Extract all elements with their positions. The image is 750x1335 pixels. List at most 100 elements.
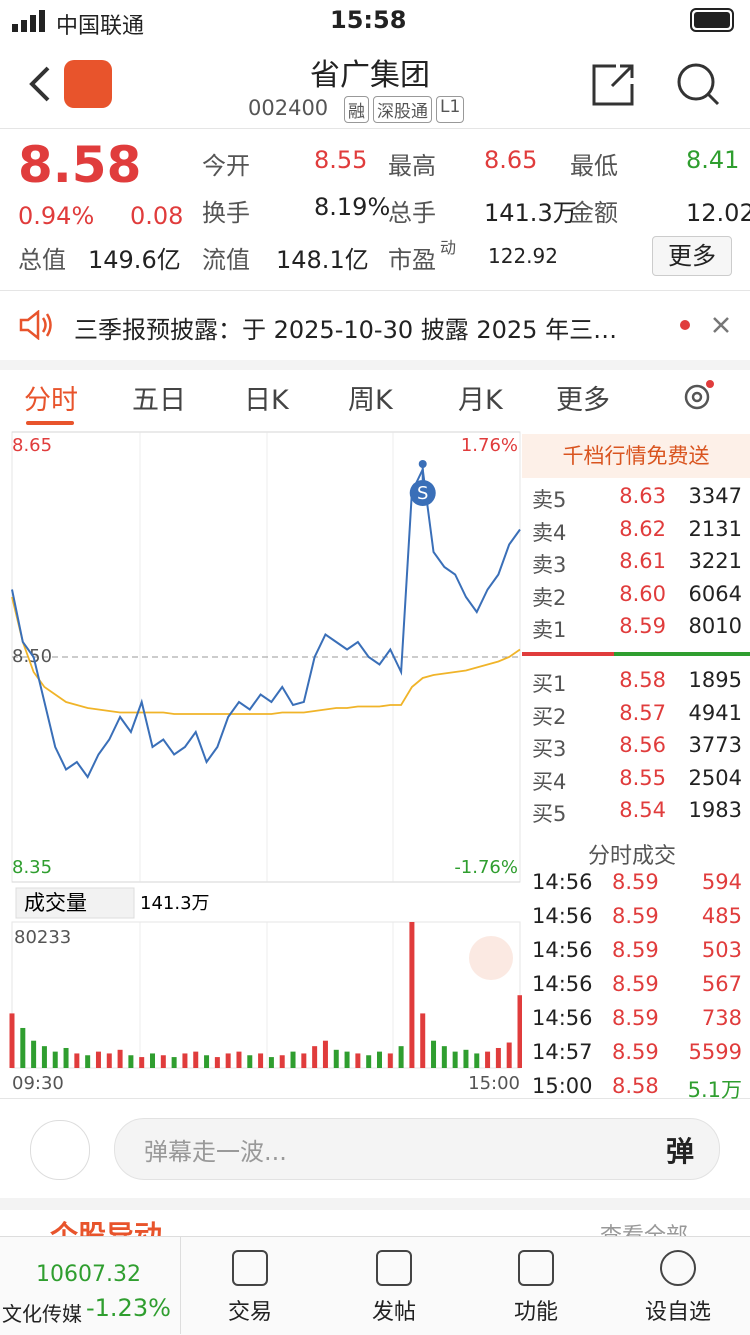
volume-bar: [128, 1055, 134, 1068]
volume-bar: [485, 1051, 491, 1068]
marker-dot: [418, 460, 427, 468]
field-value: 122.92: [488, 244, 558, 268]
volume-bar: [258, 1053, 264, 1068]
volume-bar: [463, 1049, 469, 1068]
trade-price: 8.59: [612, 938, 659, 962]
volume-bar: [452, 1051, 458, 1068]
field-value: 149.6亿: [88, 246, 181, 274]
divider: [180, 1236, 181, 1334]
volume-bar: [31, 1040, 37, 1068]
nav-label[interactable]: 发帖: [371, 1300, 416, 1325]
field-value: 8.65: [484, 146, 538, 174]
field-value: 148.1亿: [276, 246, 369, 274]
volume-bar: [193, 1051, 199, 1068]
change-pct: 0.94%: [18, 202, 95, 230]
field-value: 8.55: [314, 146, 368, 174]
trade-volume: 485: [701, 904, 742, 928]
notice-dot: [680, 320, 690, 330]
comment-input[interactable]: [114, 1118, 720, 1180]
notice-text[interactable]: 三季报预披露：于 2025-10-30 披露 2025 年三…: [74, 316, 618, 344]
nav-label[interactable]: 设自选: [644, 1300, 711, 1325]
marker-label: S: [417, 483, 428, 504]
book-volume: 1895: [688, 668, 742, 692]
trade-volume: 5.1万: [687, 1078, 742, 1102]
volume-max: 80233: [14, 927, 71, 948]
section-link[interactable]: 查看全部: [600, 1218, 688, 1236]
divider: [0, 290, 750, 291]
trade-time: 14:56: [532, 1006, 593, 1030]
nav-label[interactable]: 功能: [513, 1300, 558, 1325]
nav-icon[interactable]: [518, 1250, 554, 1286]
volume-bar: [333, 1049, 339, 1068]
volume-bar: [312, 1046, 318, 1068]
pct-label: 1.76%: [461, 435, 518, 456]
trade-time: 14:56: [532, 870, 593, 894]
header-actions[interactable]: [590, 62, 730, 108]
book-label: 卖2: [532, 585, 567, 610]
tab[interactable]: 更多: [556, 385, 610, 416]
tab[interactable]: 月K: [458, 385, 503, 416]
tag: 深股通: [373, 96, 432, 123]
nav-icon[interactable]: [376, 1250, 412, 1286]
order-banner[interactable]: 千档行情免费送: [522, 434, 750, 478]
volume-bar: [171, 1057, 177, 1068]
volume-bar: [376, 1051, 382, 1068]
volume-bar: [301, 1053, 307, 1068]
expand-button: [469, 936, 513, 980]
book-label: 卖1: [532, 618, 567, 642]
marker-badge: [409, 480, 436, 506]
volume-bar: [139, 1057, 145, 1068]
tab[interactable]: 五日: [132, 385, 186, 416]
volume-bar: [247, 1055, 253, 1068]
section-title: 个股异动: [50, 1219, 163, 1236]
volume-bar: [355, 1053, 361, 1068]
comment-placeholder: 弹幕走一波...: [144, 1138, 287, 1166]
field-value: 141.3万: [484, 199, 577, 227]
danmaku-button[interactable]: 弹: [666, 1135, 695, 1168]
back-button[interactable]: [26, 64, 54, 104]
volume-bar: [366, 1055, 372, 1068]
field-value: 8.41: [686, 146, 740, 174]
close-button[interactable]: [712, 316, 730, 334]
volume-bar: [409, 922, 415, 1068]
volume-bar: [290, 1051, 296, 1068]
comment-icon[interactable]: [30, 1120, 90, 1180]
book-volume: 2131: [688, 516, 742, 541]
trade-volume: 594: [701, 870, 742, 894]
book-volume: 3773: [688, 733, 742, 757]
volume-bar: [506, 1042, 512, 1068]
trade-volume: 503: [701, 938, 742, 962]
index-value[interactable]: 10607.32: [36, 1262, 141, 1287]
volume-bar: [344, 1051, 350, 1068]
stock-code: 002400: [248, 96, 329, 120]
trade-time: 15:00: [532, 1074, 593, 1098]
nav-label[interactable]: 交易: [227, 1300, 272, 1325]
more-button[interactable]: 更多: [652, 236, 732, 276]
tab[interactable]: 周K: [348, 385, 393, 416]
y-tick-label: 8.65: [12, 435, 52, 456]
field-label: 总值: [18, 246, 66, 274]
nav-icon[interactable]: [660, 1250, 696, 1286]
field-label: 换手: [202, 199, 250, 227]
settings-icon[interactable]: [680, 380, 714, 414]
nav-icon[interactable]: [232, 1250, 268, 1286]
book-label: 买2: [532, 704, 567, 729]
field-label-sup: 动: [440, 238, 457, 257]
volume-bar: [52, 1051, 58, 1068]
trade-volume: 5599: [688, 1040, 742, 1064]
tab[interactable]: 日K: [244, 385, 289, 416]
tab[interactable]: 分时: [24, 385, 78, 416]
tags: 融深股通 L1: [344, 96, 465, 123]
divider: [0, 1098, 750, 1099]
bottom-bar: [0, 1236, 750, 1335]
field-label: 市盈: [388, 246, 436, 274]
book-label: 买5: [532, 802, 567, 826]
book-volume: 8010: [688, 614, 742, 638]
volume-bar: [117, 1049, 123, 1068]
trade-price: 8.59: [612, 972, 659, 996]
field-label: 最低: [570, 152, 618, 180]
trade-time: 14:57: [532, 1040, 593, 1064]
trade-time: 14:56: [532, 904, 593, 928]
volume-label: 成交量: [24, 891, 87, 915]
book-price: 8.54: [619, 798, 666, 822]
